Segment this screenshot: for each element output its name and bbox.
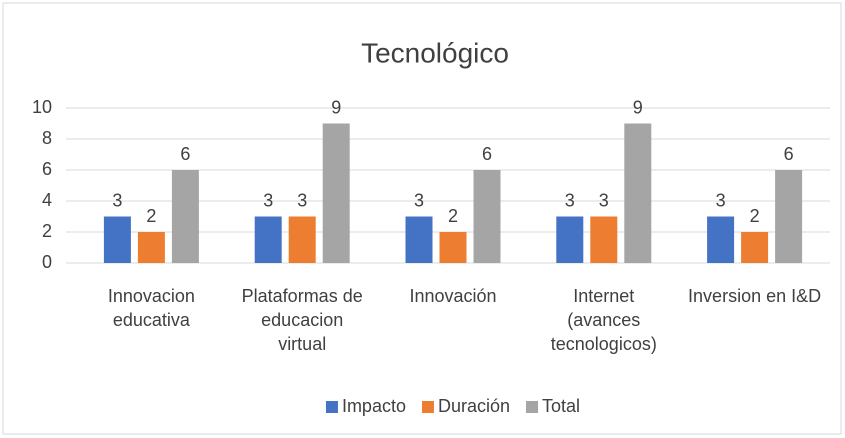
y-tick-label: 8 (42, 128, 52, 148)
x-tick-label: Plataformas de educacion virtual (242, 286, 363, 354)
legend-label: Total (542, 396, 580, 416)
x-tick-label: Innovacion educativa (108, 286, 195, 330)
data-label: 3 (565, 190, 575, 210)
y-tick-label: 4 (42, 190, 52, 210)
y-tick-label: 6 (42, 159, 52, 179)
data-label: 6 (180, 144, 190, 164)
bar (405, 216, 433, 263)
legend-swatch (325, 401, 338, 413)
bar (254, 216, 282, 263)
data-label: 3 (297, 190, 307, 210)
data-label: 3 (716, 190, 726, 210)
data-label: 2 (146, 206, 156, 226)
legend-label: Duración (438, 396, 510, 416)
chart-title: Tecnológico (361, 37, 509, 68)
legend-swatch (526, 401, 539, 413)
bar (741, 232, 769, 263)
data-label: 9 (331, 97, 341, 117)
bar (556, 216, 584, 263)
x-tick-label: Inversion en I&D (688, 286, 821, 306)
legend-swatch (421, 401, 434, 413)
bar (473, 170, 501, 263)
data-label: 2 (750, 206, 760, 226)
bar (775, 170, 803, 263)
data-label: 3 (263, 190, 273, 210)
y-tick-label: 0 (42, 252, 52, 272)
data-label: 3 (112, 190, 122, 210)
bar (137, 232, 165, 263)
bar (288, 216, 316, 263)
bar (624, 123, 652, 263)
y-tick-label: 10 (32, 97, 52, 117)
data-label: 3 (599, 190, 609, 210)
bar (590, 216, 618, 263)
x-tick-label: Innovación (409, 286, 496, 306)
bar (707, 216, 735, 263)
bar (322, 123, 350, 263)
bar (439, 232, 467, 263)
legend-label: Impacto (342, 396, 406, 416)
data-label: 6 (784, 144, 794, 164)
data-label: 3 (414, 190, 424, 210)
bar (171, 170, 199, 263)
bar (103, 216, 131, 263)
data-label: 2 (448, 206, 458, 226)
y-tick-label: 2 (42, 221, 52, 241)
data-label: 6 (482, 144, 492, 164)
data-label: 9 (633, 97, 643, 117)
x-tick-label: Internet (avances tecnologicos) (551, 286, 657, 354)
